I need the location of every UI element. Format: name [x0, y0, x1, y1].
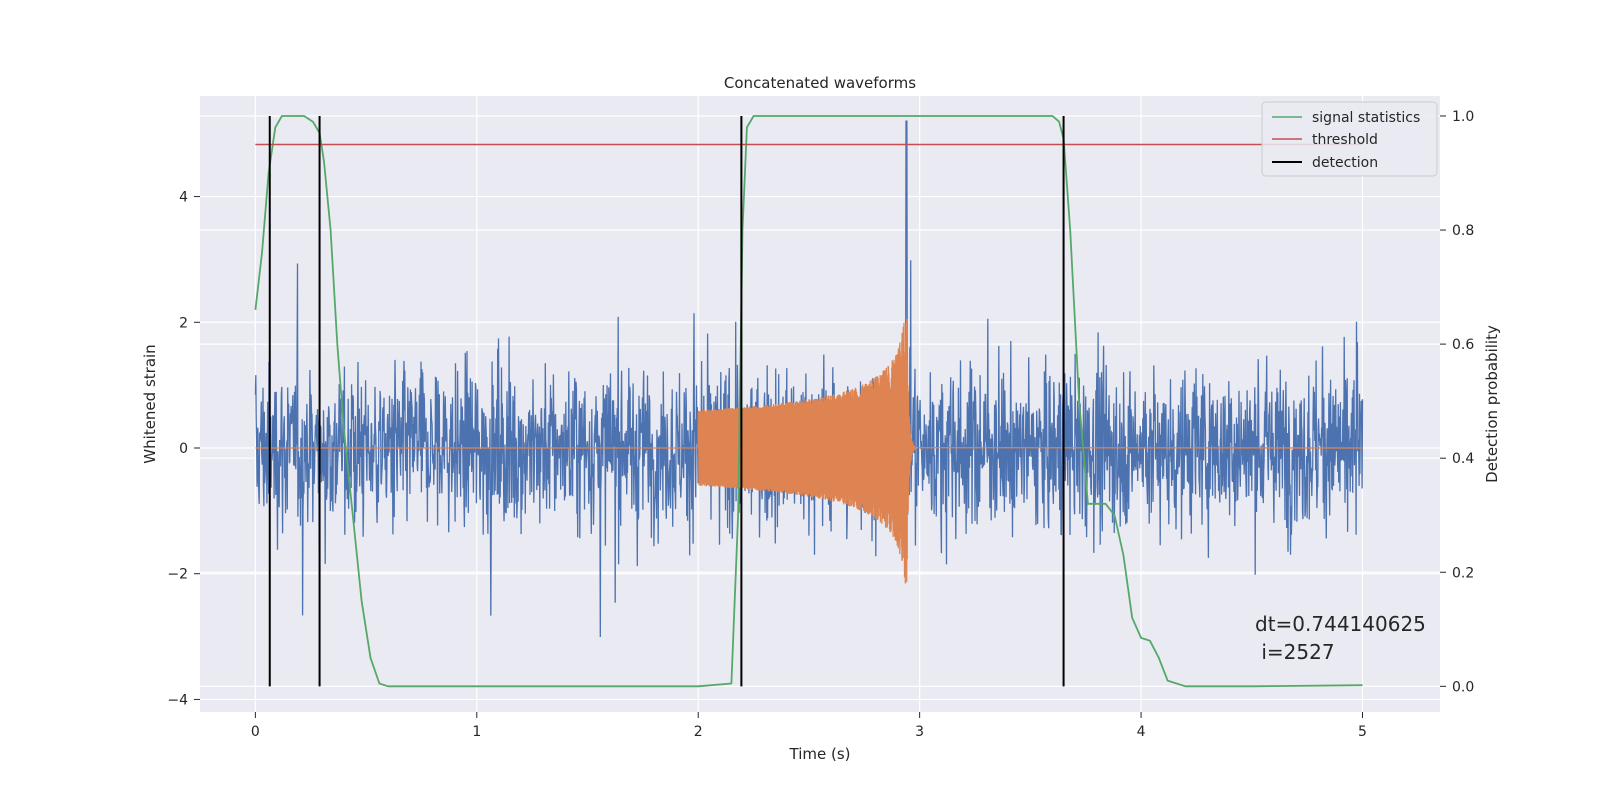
plot-layer	[254, 115, 1364, 688]
y-tick-label: 0	[179, 441, 188, 457]
legend-label-detection: detection	[1312, 155, 1378, 171]
y-tick-label: −4	[167, 692, 188, 708]
legend-label-signal-statistics: signal statistics	[1312, 110, 1420, 126]
waveform-series	[255, 318, 1363, 584]
y-tick-label: 2	[179, 315, 188, 331]
y-tick-label: −2	[167, 567, 188, 583]
y-right-tick-label: 0.0	[1452, 679, 1474, 695]
legend-box	[1261, 101, 1438, 177]
annotation-dt: dt=0.744140625	[1255, 612, 1426, 636]
y-axis-right-label: Detection probability	[1483, 325, 1501, 483]
x-tick-label: 1	[472, 724, 481, 740]
legend-label-threshold: threshold	[1312, 132, 1378, 148]
y-right-tick-label: 0.4	[1452, 451, 1474, 467]
grid	[200, 96, 1440, 712]
axes-layer: 0 1 2 3 4 5 −4 −2 0 2 4 0.0 0.2 0.4 0.6 0.8 1.0	[167, 109, 1474, 740]
x-axis-label: Time (s)	[789, 745, 851, 763]
y-right-tick-label: 0.8	[1452, 223, 1474, 239]
y-tick-label: 4	[179, 190, 188, 206]
y-right-tick-label: 0.2	[1452, 565, 1474, 581]
x-tick-label: 5	[1358, 724, 1367, 740]
strain-series	[254, 120, 1364, 638]
signal-statistics-series	[254, 115, 1363, 688]
x-tick-label: 2	[694, 724, 703, 740]
chart-title: Concatenated waveforms	[724, 74, 916, 92]
annotation-i: i=2527	[1255, 640, 1335, 664]
x-tick-label: 3	[915, 724, 924, 740]
x-tick-label: 0	[251, 724, 260, 740]
y-right-tick-label: 1.0	[1452, 109, 1474, 125]
x-tick-label: 4	[1137, 724, 1146, 740]
legend: signal statistics threshold detection	[1261, 101, 1438, 177]
y-axis-label: Whitened strain	[141, 344, 159, 463]
y-right-tick-label: 0.6	[1452, 337, 1474, 353]
